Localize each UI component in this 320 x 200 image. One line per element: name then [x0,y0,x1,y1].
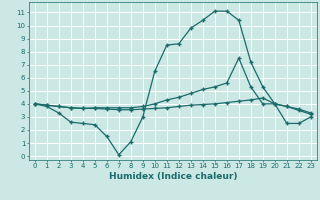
X-axis label: Humidex (Indice chaleur): Humidex (Indice chaleur) [108,172,237,181]
